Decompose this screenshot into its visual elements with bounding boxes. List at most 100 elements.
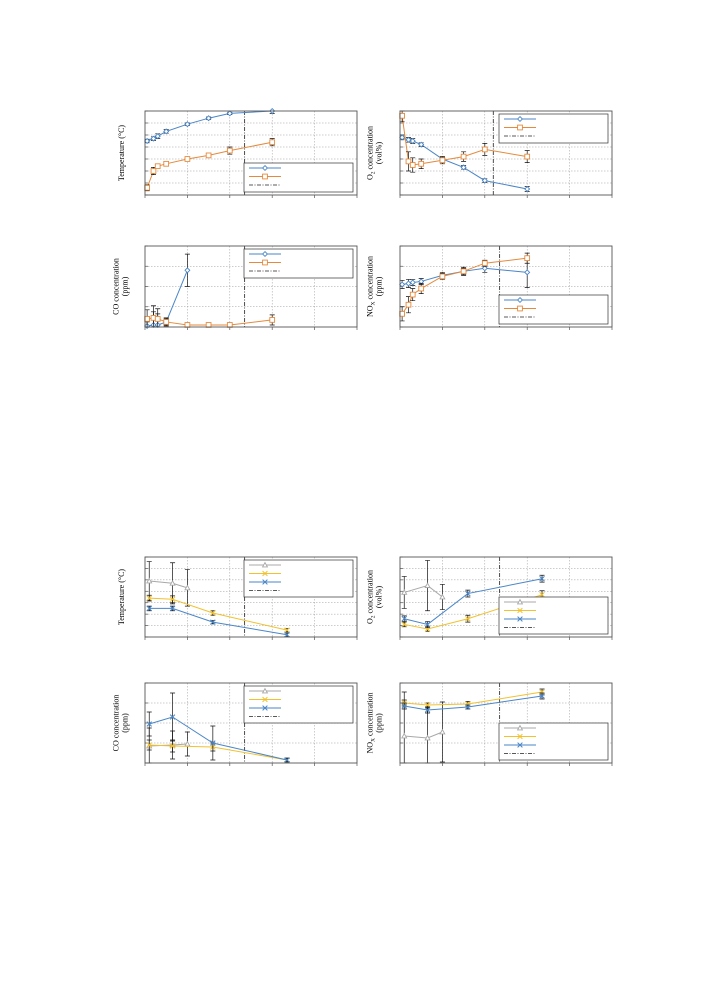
y-axis-label-line: Temperature (°C) bbox=[117, 125, 126, 182]
data-point bbox=[169, 714, 176, 720]
legend-marker bbox=[517, 733, 523, 740]
legend bbox=[498, 596, 609, 635]
legend-marker bbox=[517, 305, 523, 312]
data-point bbox=[439, 593, 446, 600]
y-axis-label-line: (ppm) bbox=[121, 713, 130, 733]
data-point bbox=[481, 265, 488, 272]
series-orange bbox=[399, 252, 531, 322]
legend-box bbox=[498, 596, 609, 635]
data-point bbox=[409, 279, 416, 286]
series-yellow bbox=[146, 594, 290, 633]
legend bbox=[498, 722, 609, 761]
data-point bbox=[418, 141, 425, 148]
y-axis-label-line: CO concentration bbox=[112, 695, 121, 752]
series-line bbox=[404, 695, 543, 711]
legend-box bbox=[498, 294, 609, 325]
data-point bbox=[399, 281, 406, 288]
data-point bbox=[184, 156, 191, 162]
series-line bbox=[149, 744, 288, 761]
y-axis-label-line: Temperature (°C) bbox=[117, 569, 126, 626]
data-point bbox=[269, 317, 276, 323]
y-axis-label-line: (vol%) bbox=[375, 142, 384, 165]
plot-frame bbox=[399, 682, 613, 764]
y-axis-label: NOX concentration(ppm) bbox=[366, 256, 384, 317]
y-axis-label-line: (vol%) bbox=[375, 586, 384, 609]
data-point bbox=[169, 579, 176, 586]
series-blue bbox=[401, 574, 545, 628]
data-point bbox=[146, 577, 153, 584]
data-point bbox=[205, 152, 212, 159]
data-point bbox=[460, 153, 467, 160]
series-orange bbox=[144, 305, 276, 328]
data-point bbox=[146, 595, 152, 601]
data-point bbox=[163, 160, 170, 167]
y-axis-label-line: (ppm) bbox=[121, 276, 130, 296]
data-point bbox=[154, 133, 161, 140]
data-point bbox=[465, 704, 471, 710]
data-point bbox=[169, 605, 176, 612]
legend-marker bbox=[516, 115, 524, 123]
y-axis-label: CO concentration(ppm) bbox=[112, 695, 130, 752]
data-point bbox=[163, 128, 170, 135]
data-point bbox=[210, 619, 216, 625]
data-point bbox=[424, 707, 431, 713]
series-orange bbox=[144, 138, 276, 192]
data-point bbox=[439, 157, 446, 164]
legend-marker bbox=[517, 607, 523, 614]
y-axis-label-tail: concentration bbox=[366, 126, 375, 172]
data-point bbox=[146, 605, 152, 612]
data-point bbox=[405, 158, 412, 165]
chart-panel-b3: CO concentration(ppm) bbox=[112, 682, 358, 766]
data-point bbox=[205, 115, 212, 122]
plot-frame bbox=[144, 110, 358, 196]
series-line bbox=[149, 597, 288, 631]
series-line bbox=[149, 607, 288, 636]
data-point bbox=[401, 589, 408, 595]
y-axis-label: Temperature (°C) bbox=[117, 125, 126, 182]
data-point bbox=[481, 146, 488, 153]
chart-panel-a4: NOX concentration(ppm) bbox=[366, 245, 613, 330]
plot-frame bbox=[144, 556, 358, 638]
data-point bbox=[409, 162, 416, 168]
chart-panel-b4: NOX concentration(ppm) bbox=[366, 682, 613, 766]
series-line bbox=[149, 716, 288, 761]
data-point bbox=[210, 740, 216, 746]
legend bbox=[243, 248, 354, 279]
series-gray bbox=[401, 560, 446, 612]
y-axis-label-subscript: 2 bbox=[371, 615, 377, 618]
legend-marker bbox=[516, 724, 524, 731]
y-axis-label-line: NO bbox=[366, 742, 375, 754]
data-point bbox=[226, 110, 233, 117]
data-point bbox=[460, 164, 467, 171]
series-blue bbox=[144, 107, 276, 145]
legend-marker bbox=[261, 687, 269, 694]
legend-marker bbox=[262, 705, 268, 711]
y-axis-label-tail: concentration bbox=[366, 256, 375, 302]
legend-marker bbox=[262, 173, 268, 180]
plot-frame bbox=[399, 556, 613, 638]
data-point bbox=[405, 301, 412, 308]
series-line bbox=[404, 691, 543, 706]
y-axis-label-tail: concentration bbox=[366, 692, 375, 738]
legend-box bbox=[243, 248, 354, 279]
data-point bbox=[169, 743, 176, 749]
chart-panel-b2: O2 concentration(vol%) bbox=[366, 556, 613, 640]
y-axis-label-subscript: X bbox=[371, 301, 377, 305]
series-line bbox=[404, 578, 543, 625]
data-point bbox=[284, 631, 290, 638]
data-point bbox=[146, 742, 152, 748]
data-point bbox=[210, 610, 216, 616]
chart-panel-a2: O2 concentration(vol%) bbox=[366, 110, 613, 198]
data-point bbox=[184, 121, 191, 128]
chart-panel-a1: Temperature (°C) bbox=[117, 107, 358, 198]
data-point bbox=[418, 285, 425, 292]
y-axis-label-line: O bbox=[366, 618, 375, 624]
y-axis-label: O2 concentration(vol%) bbox=[366, 570, 384, 624]
legend bbox=[243, 162, 354, 193]
series-gray bbox=[146, 561, 191, 607]
legend-box bbox=[243, 559, 354, 598]
legend-marker bbox=[262, 579, 268, 585]
legend-marker bbox=[517, 742, 523, 748]
data-point bbox=[405, 136, 412, 143]
